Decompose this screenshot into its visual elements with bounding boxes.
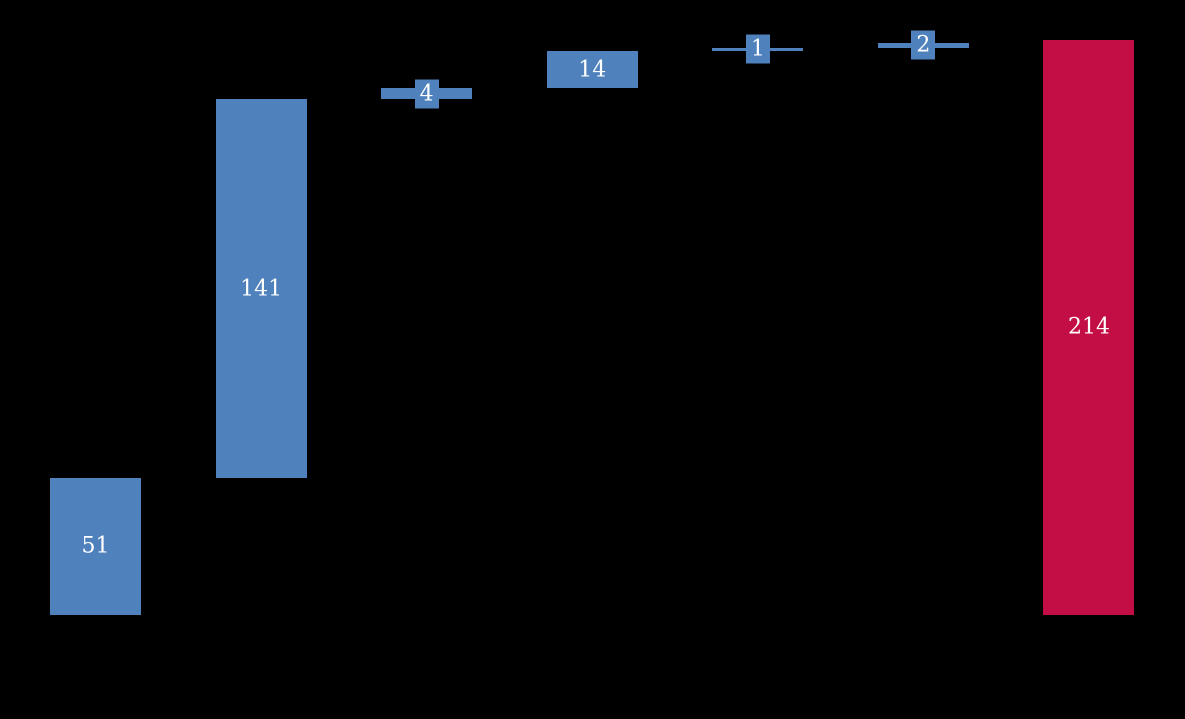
bar-value-label: 214 (1062, 312, 1115, 342)
bar-value-label: 14 (573, 55, 612, 85)
bar-value-label: 51 (76, 531, 115, 561)
bar-value-label: 4 (414, 79, 439, 109)
bar-value-label: 1 (745, 34, 770, 64)
bar-value-label: 141 (235, 274, 288, 304)
bar-value-label: 2 (911, 30, 936, 60)
